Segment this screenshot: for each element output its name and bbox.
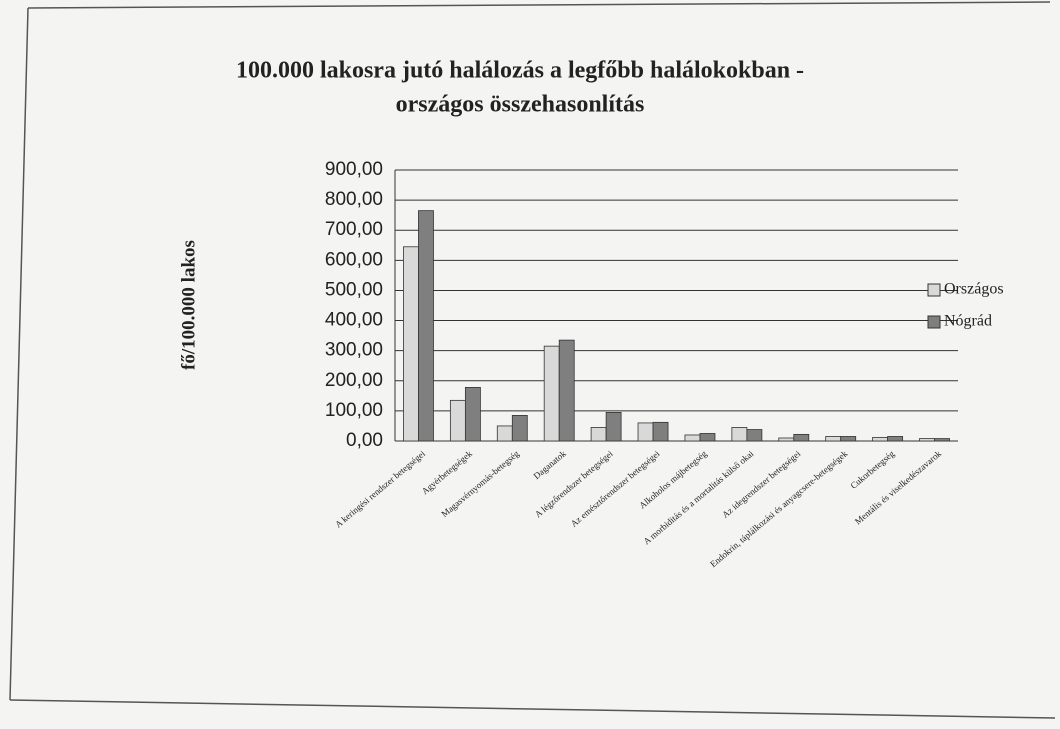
bar xyxy=(637,422,654,442)
bar xyxy=(699,433,716,442)
y-tick-label: 400,00 xyxy=(325,310,383,331)
bar xyxy=(418,210,434,442)
y-tick-label: 200,00 xyxy=(325,370,383,391)
legend-swatch xyxy=(927,283,941,297)
y-tick-label: 600,00 xyxy=(325,249,383,270)
bar xyxy=(464,387,481,442)
bar xyxy=(731,427,748,442)
chart-title: 100.000 lakosra jutó halálozás a legfőbb… xyxy=(236,58,804,84)
y-tick-label: 900,00 xyxy=(325,159,383,180)
bar xyxy=(511,415,528,442)
y-tick-label: 100,00 xyxy=(325,400,383,421)
bar xyxy=(840,436,857,442)
bar xyxy=(793,433,810,442)
y-tick-label: 300,00 xyxy=(325,340,383,361)
y-tick-label: 0,00 xyxy=(346,430,383,451)
bar xyxy=(825,436,842,442)
bar xyxy=(558,339,575,442)
bar xyxy=(684,434,701,442)
legend-swatch xyxy=(927,315,941,329)
bar xyxy=(872,436,889,442)
y-tick-label: 800,00 xyxy=(325,189,383,210)
frame-top xyxy=(27,1,1051,9)
bar xyxy=(652,421,669,442)
frame-left xyxy=(9,7,29,701)
bar xyxy=(605,411,622,442)
y-tick-label: 500,00 xyxy=(325,279,383,300)
legend-label: Országos xyxy=(944,281,1004,298)
bar xyxy=(919,438,935,442)
bar xyxy=(496,425,513,442)
bar xyxy=(403,246,419,442)
bar xyxy=(543,345,560,442)
bar xyxy=(590,427,607,442)
frame-bottom xyxy=(9,699,1056,719)
chart-title: országos összehasonlítás xyxy=(396,92,645,118)
y-axis-label: fő/100.000 lakos xyxy=(178,240,199,370)
bar xyxy=(887,436,904,442)
bar xyxy=(934,438,950,442)
bar xyxy=(778,437,795,442)
bar xyxy=(746,429,763,442)
bar xyxy=(449,399,466,442)
legend-label: Nógrád xyxy=(944,313,992,330)
y-tick-label: 700,00 xyxy=(325,219,383,240)
